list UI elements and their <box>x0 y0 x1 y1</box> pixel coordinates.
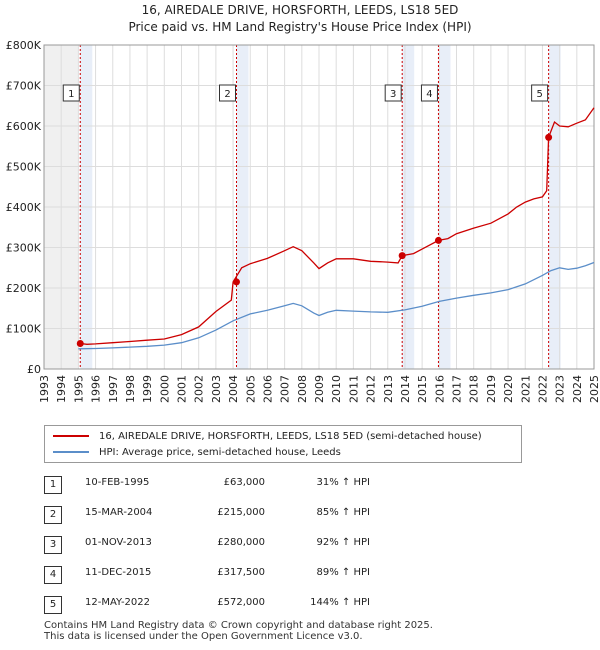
sale-hpi-diff: 89% ↑ HPI <box>316 567 370 578</box>
legend-label-hpi: HPI: Average price, semi-detached house,… <box>99 446 341 458</box>
sale-marker-box: 4 <box>44 566 62 584</box>
sale-label-box <box>420 84 438 102</box>
legend-label-price: 16, AIREDALE DRIVE, HORSFORTH, LEEDS, LS… <box>99 430 482 442</box>
sale-point <box>233 278 240 286</box>
table-row: 3 01-NOV-2013 £280,000 92% ↑ HPI <box>0 530 600 560</box>
x-tick-label: 1995 <box>72 375 85 403</box>
x-tick-label: 2002 <box>193 375 206 403</box>
legend-swatch-price <box>53 435 89 437</box>
sale-point <box>434 236 442 244</box>
x-tick-label: 2016 <box>433 375 446 403</box>
x-tick-label: 2014 <box>399 375 412 403</box>
sale-marker-box: 1 <box>44 476 62 494</box>
footer-line-2: This data is licensed under the Open Gov… <box>44 631 363 642</box>
legend-item-hpi: HPI: Average price, semi-detached house,… <box>53 444 341 460</box>
sale-hpi-diff: 92% ↑ HPI <box>316 537 370 548</box>
price-chart: £0 £100K £200K £300K £400K £500K £600K £700K £80… <box>6 39 600 403</box>
x-tick-label: 1993 <box>38 375 51 403</box>
legend-item-price: 16, AIREDALE DRIVE, HORSFORTH, LEEDS, LS… <box>53 428 482 444</box>
x-tick-label: 2020 <box>502 375 515 403</box>
x-tick-label: 2015 <box>416 375 429 403</box>
footer-note: Contains HM Land Registry data © Crown c… <box>44 620 433 642</box>
sale-label-box <box>62 84 80 102</box>
sale-label: 3 <box>390 89 396 100</box>
y-tick-label: £800K <box>6 39 42 52</box>
x-tick-label: 1997 <box>107 375 120 403</box>
legend-swatch-hpi <box>53 451 89 453</box>
sale-hpi-diff: 85% ↑ HPI <box>316 507 370 518</box>
sale-label: 5 <box>536 89 542 100</box>
sale-date: 01-NOV-2013 <box>85 537 152 548</box>
x-tick-label: 2006 <box>261 375 274 403</box>
sale-date: 11-DEC-2015 <box>85 567 152 578</box>
chart-legend: 16, AIREDALE DRIVE, HORSFORTH, LEEDS, LS… <box>44 425 522 463</box>
chart-title: 16, AIREDALE DRIVE, HORSFORTH, LEEDS, LS… <box>141 3 459 17</box>
x-tick-label: 1996 <box>90 375 103 403</box>
sale-price: £63,000 <box>223 477 265 488</box>
x-tick-label: 2007 <box>279 375 292 403</box>
sale-date: 10-FEB-1995 <box>85 477 150 488</box>
x-tick-label: 2012 <box>365 375 378 403</box>
y-tick-label: £700K <box>6 80 42 93</box>
x-tick-label: 2019 <box>485 375 498 403</box>
y-tick-label: £400K <box>6 201 42 214</box>
y-tick-label: £100K <box>6 323 42 336</box>
y-tick-label: £200K <box>6 282 42 295</box>
x-tick-label: 2008 <box>296 375 309 403</box>
y-tick-label: £300K <box>6 242 42 255</box>
y-tick-label: £500K <box>6 161 42 174</box>
x-tick-label: 2018 <box>468 375 481 403</box>
table-row: 2 15-MAR-2004 £215,000 85% ↑ HPI <box>0 500 600 530</box>
x-tick-label: 2001 <box>176 375 189 403</box>
x-tick-label: 2000 <box>158 375 171 403</box>
sale-label-box <box>531 84 549 102</box>
x-tick-label: 2017 <box>451 375 464 403</box>
y-tick-label: £600K <box>6 120 42 133</box>
x-tick-label: 2011 <box>347 375 360 403</box>
sale-label-box <box>219 84 236 102</box>
x-tick-label: 2022 <box>536 375 549 403</box>
x-tick-label: 1994 <box>55 375 68 403</box>
x-tick-label: 2021 <box>519 375 532 403</box>
sale-hpi-diff: 31% ↑ HPI <box>316 477 370 488</box>
footer-line-1: Contains HM Land Registry data © Crown c… <box>44 620 433 631</box>
x-tick-label: 1999 <box>141 375 154 403</box>
sale-marker-box: 2 <box>44 506 62 524</box>
sale-price: £317,500 <box>217 567 265 578</box>
sale-point <box>398 252 406 260</box>
sale-label: 1 <box>68 89 74 100</box>
table-row: 1 10-FEB-1995 £63,000 31% ↑ HPI <box>0 470 600 500</box>
sale-point <box>545 133 553 141</box>
series-line-hpi <box>78 261 595 350</box>
x-tick-label: 2005 <box>244 375 257 403</box>
series-line-price <box>80 107 595 345</box>
x-tick-label: 2004 <box>227 375 240 403</box>
x-tick-label: 2025 <box>588 375 600 403</box>
sale-date: 12-MAY-2022 <box>85 597 151 608</box>
y-tick-label: £0 <box>27 363 41 376</box>
x-tick-label: 2009 <box>313 375 326 403</box>
sale-price: £215,000 <box>217 507 265 518</box>
x-tick-label: 1998 <box>124 375 137 403</box>
sale-hpi-diff: 144% ↑ HPI <box>310 597 370 608</box>
sale-marker-box: 3 <box>44 536 62 554</box>
sale-label: 2 <box>224 89 230 100</box>
x-tick-label: 2010 <box>330 375 343 403</box>
sale-price: £572,000 <box>217 597 265 608</box>
sale-label-box <box>384 84 402 102</box>
sale-point <box>76 339 84 347</box>
x-tick-label: 2023 <box>554 375 567 403</box>
sale-price: £280,000 <box>217 537 265 548</box>
sale-marker-box: 5 <box>44 596 62 614</box>
x-tick-label: 2024 <box>571 375 584 403</box>
sale-label: 4 <box>426 89 432 100</box>
sale-date: 15-MAR-2004 <box>85 507 153 518</box>
plot-frame <box>43 44 595 370</box>
chart-subtitle: Price paid vs. HM Land Registry's House … <box>128 20 472 34</box>
table-row: 5 12-MAY-2022 £572,000 144% ↑ HPI <box>0 590 600 620</box>
x-tick-label: 2013 <box>382 375 395 403</box>
table-row: 4 11-DEC-2015 £317,500 89% ↑ HPI <box>0 560 600 590</box>
x-tick-label: 2003 <box>210 375 223 403</box>
